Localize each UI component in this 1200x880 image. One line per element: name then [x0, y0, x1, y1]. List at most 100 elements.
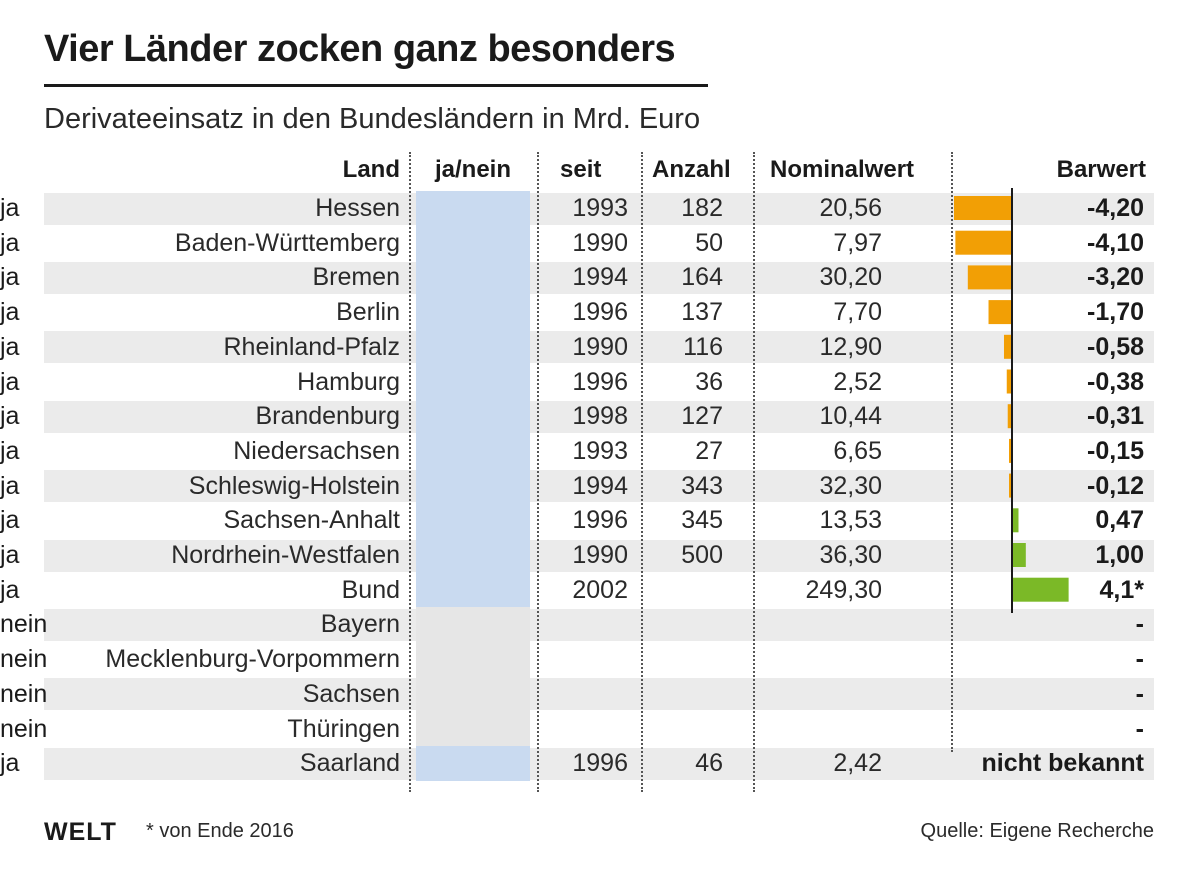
row-stripe [44, 747, 1154, 780]
anzahl-cell: 36 [695, 367, 723, 396]
barwert-cell: -3,20 [1087, 263, 1144, 292]
nominalwert-cell: 6,65 [833, 436, 882, 465]
janein-cell: ja [0, 436, 20, 465]
header-janein: ja/nein [434, 156, 512, 183]
janein-cell: ja [0, 298, 20, 327]
janein-cell-bg [416, 433, 530, 469]
title-underline [44, 84, 708, 87]
barwert-cell: 4,1* [1099, 575, 1144, 604]
seit-cell: 1996 [572, 298, 628, 327]
janein-cell-bg [416, 468, 530, 504]
chart-subtitle: Derivateeinsatz in den Bundesländern in … [44, 103, 701, 135]
barwert-cell: -0,12 [1087, 471, 1144, 500]
barwert-cell: 1,00 [1095, 541, 1144, 569]
seit-cell: 1998 [572, 402, 628, 431]
source-note: Quelle: Eigene Recherche [920, 820, 1154, 842]
nominalwert-cell: 36,30 [819, 541, 882, 569]
seit-cell: 1993 [572, 194, 628, 222]
land-cell: Schleswig-Holstein [188, 471, 400, 500]
janein-cell-bg [416, 329, 530, 365]
barwert-bar [1006, 369, 1012, 394]
barwert-cell: - [1135, 610, 1144, 639]
janein-cell-bg [416, 572, 530, 608]
header-barwert: Barwert [1056, 156, 1146, 183]
janein-cell: ja [0, 749, 20, 778]
barwert-cell: - [1135, 645, 1144, 674]
janein-cell: ja [0, 367, 20, 396]
janein-cell-bg [416, 399, 530, 435]
barwert-bar [1009, 438, 1012, 463]
footnote: * von Ende 2016 [146, 820, 294, 842]
header-land: Land [342, 156, 400, 183]
barwert-cell: -0,58 [1087, 332, 1144, 361]
land-cell: Mecklenburg-Vorpommern [105, 645, 400, 674]
nominalwert-cell: 7,97 [833, 228, 882, 257]
janein-cell: ja [0, 263, 20, 292]
header-seit: seit [560, 156, 602, 183]
land-cell: Nordrhein-Westfalen [171, 541, 400, 569]
janein-cell: ja [0, 228, 20, 257]
barwert-cell: -0,31 [1087, 402, 1144, 431]
janein-cell: ja [0, 541, 20, 569]
janein-cell: ja [0, 506, 20, 535]
barwert-bar [1012, 508, 1019, 533]
barwert-bar [954, 196, 1012, 220]
janein-cell-bg [416, 295, 530, 331]
janein-cell-bg [416, 711, 530, 747]
nominalwert-cell: 13,53 [819, 506, 882, 535]
janein-cell-bg [416, 746, 530, 782]
janein-cell: ja [0, 402, 20, 431]
header-nominalwert: Nominalwert [770, 156, 915, 183]
nominalwert-cell: 30,20 [819, 263, 882, 292]
nominalwert-cell: 32,30 [819, 471, 882, 500]
barwert-bar [1007, 404, 1012, 429]
column-separator [641, 152, 643, 792]
barwert-cell: -0,15 [1087, 436, 1144, 465]
anzahl-cell: 127 [681, 402, 723, 431]
seit-cell: 1990 [572, 541, 628, 569]
column-separator [753, 152, 755, 792]
nominalwert-cell: 2,42 [833, 749, 882, 778]
janein-cell-bg [416, 642, 530, 678]
nominalwert-cell: 2,52 [833, 367, 882, 396]
janein-cell: ja [0, 332, 20, 361]
janein-cell-bg [416, 364, 530, 400]
welt-logo: WELT [44, 818, 117, 846]
janein-cell-bg [416, 225, 530, 261]
seit-cell: 2002 [572, 575, 628, 604]
barwert-bar [1009, 473, 1012, 498]
column-separator [951, 152, 953, 752]
row-stripe [44, 400, 1154, 433]
nominalwert-cell: 12,90 [819, 332, 882, 361]
land-cell: Sachsen [302, 679, 400, 708]
barwert-bar [1012, 543, 1026, 567]
row-stripe [44, 470, 1154, 503]
land-cell: Bund [341, 575, 400, 604]
anzahl-cell: 345 [681, 506, 723, 535]
barwert-bar [955, 230, 1012, 255]
chart-title: Vier Länder zocken ganz besonders [44, 28, 676, 70]
barwert-bar [1003, 334, 1012, 359]
land-cell: Rheinland-Pfalz [223, 332, 401, 361]
seit-cell: 1996 [572, 367, 628, 396]
land-cell: Thüringen [287, 714, 400, 743]
janein-cell-bg [416, 676, 530, 712]
row-stripe [44, 539, 1154, 572]
header-anzahl: Anzahl [652, 156, 731, 183]
barwert-cell: -4,20 [1087, 194, 1144, 222]
anzahl-cell: 182 [681, 194, 723, 222]
land-cell: Bayern [320, 610, 400, 639]
nominalwert-cell: 20,56 [819, 194, 882, 222]
barwert-cell: -0,38 [1087, 367, 1144, 396]
barwert-cell: nicht bekannt [981, 749, 1144, 778]
land-cell: Hessen [315, 194, 400, 222]
janein-cell: nein [0, 714, 48, 743]
janein-cell: ja [0, 471, 20, 500]
land-cell: Baden-Württemberg [174, 228, 400, 257]
janein-cell-bg [416, 260, 530, 296]
barwert-cell: - [1135, 679, 1144, 708]
row-stripe [44, 678, 1154, 711]
janein-cell-bg [416, 607, 530, 643]
barwert-cell: 0,47 [1095, 506, 1144, 535]
